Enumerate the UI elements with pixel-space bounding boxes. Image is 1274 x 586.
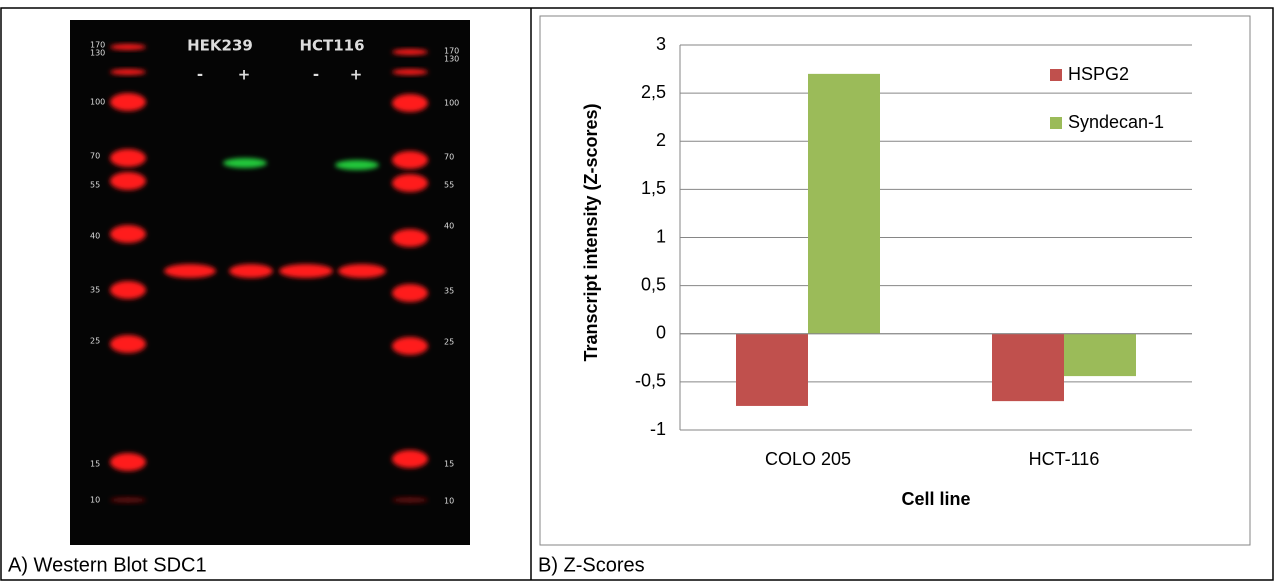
ladder-label: 15: [444, 460, 454, 469]
ladder-label: 10: [90, 496, 100, 505]
legend-label: Syndecan-1: [1068, 112, 1164, 132]
ladder-band: [110, 335, 146, 353]
ladder-label: 55: [444, 181, 454, 190]
bar: [1064, 334, 1136, 376]
ladder-label: 10: [444, 497, 454, 506]
ladder-band: [110, 281, 146, 299]
ladder-label: 40: [444, 222, 454, 231]
ladder-band: [110, 225, 146, 243]
y-tick-label: 2: [656, 130, 666, 150]
ladder-band: [392, 284, 428, 302]
ladder-band: [392, 151, 428, 169]
ladder-band: [392, 497, 428, 503]
ladder-label: 25: [444, 338, 454, 347]
ladder-label: 25: [90, 337, 100, 346]
ladder-label: 70: [90, 152, 100, 161]
ladder-label: 130: [444, 55, 459, 64]
x-tick-label: COLO 205: [765, 449, 851, 469]
y-tick-label: 1: [656, 226, 666, 246]
ladder-label: 100: [90, 98, 105, 107]
y-tick-label: 0: [656, 323, 666, 343]
ladder-label: 15: [90, 460, 100, 469]
ladder-label: 35: [444, 287, 454, 296]
ladder-label: 130: [90, 49, 105, 58]
y-tick-label: -0,5: [635, 371, 666, 391]
protein-band: [223, 158, 267, 168]
caption: B) Z-Scores: [538, 554, 645, 576]
ladder-band: [392, 337, 428, 355]
protein-band: [279, 264, 333, 278]
ladder-band: [392, 174, 428, 192]
ladder-band: [392, 450, 428, 468]
bar: [992, 334, 1064, 401]
y-tick-label: 3: [656, 34, 666, 54]
ladder-band: [110, 149, 146, 167]
lane-sign: -: [197, 66, 203, 84]
x-axis-title: Cell line: [901, 489, 970, 509]
lane-sign: -: [313, 66, 319, 84]
ladder-label: 40: [90, 232, 100, 241]
protein-band: [229, 264, 273, 278]
figure: A) Western Blot SDC1 B) Z-Scores 1 70 130 1…: [0, 0, 1274, 581]
legend-swatch: [1050, 69, 1062, 81]
y-axis-title: Transcript intensity (Z-scores): [581, 103, 601, 361]
bar: [736, 334, 808, 406]
ladder-label: 100: [444, 99, 459, 108]
ladder-band: [392, 69, 428, 75]
ladder-band: [110, 44, 146, 50]
ladder-label: 35: [90, 286, 100, 295]
caption: A) Western Blot SDC1: [8, 554, 207, 576]
ladder-band: [110, 172, 146, 190]
protein-band: [338, 264, 386, 278]
lane-group-label: HCT116: [299, 37, 364, 55]
lane-group-label: HEK239: [187, 37, 253, 55]
y-tick-label: 1,5: [641, 178, 666, 198]
protein-band: [164, 264, 216, 278]
ladder-band: [392, 229, 428, 247]
ladder-band: [110, 69, 146, 75]
lane-sign: +: [350, 66, 363, 84]
legend-label: HSPG2: [1068, 64, 1129, 84]
ladder-band: [392, 94, 428, 112]
ladder-band: [110, 497, 146, 503]
legend-swatch: [1050, 117, 1062, 129]
ladder-label: 55: [90, 181, 100, 190]
x-tick-label: HCT-116: [1029, 449, 1100, 469]
y-tick-label: 0,5: [641, 274, 666, 294]
protein-band: [335, 160, 379, 170]
y-tick-label: -1: [650, 419, 666, 439]
ladder-band: [110, 453, 146, 471]
ladder-band: [392, 49, 428, 55]
y-tick-label: 2,5: [641, 82, 666, 102]
ladder-band: [110, 93, 146, 111]
bar: [808, 74, 880, 334]
lane-sign: +: [238, 66, 251, 84]
ladder-label: 70: [444, 153, 454, 162]
